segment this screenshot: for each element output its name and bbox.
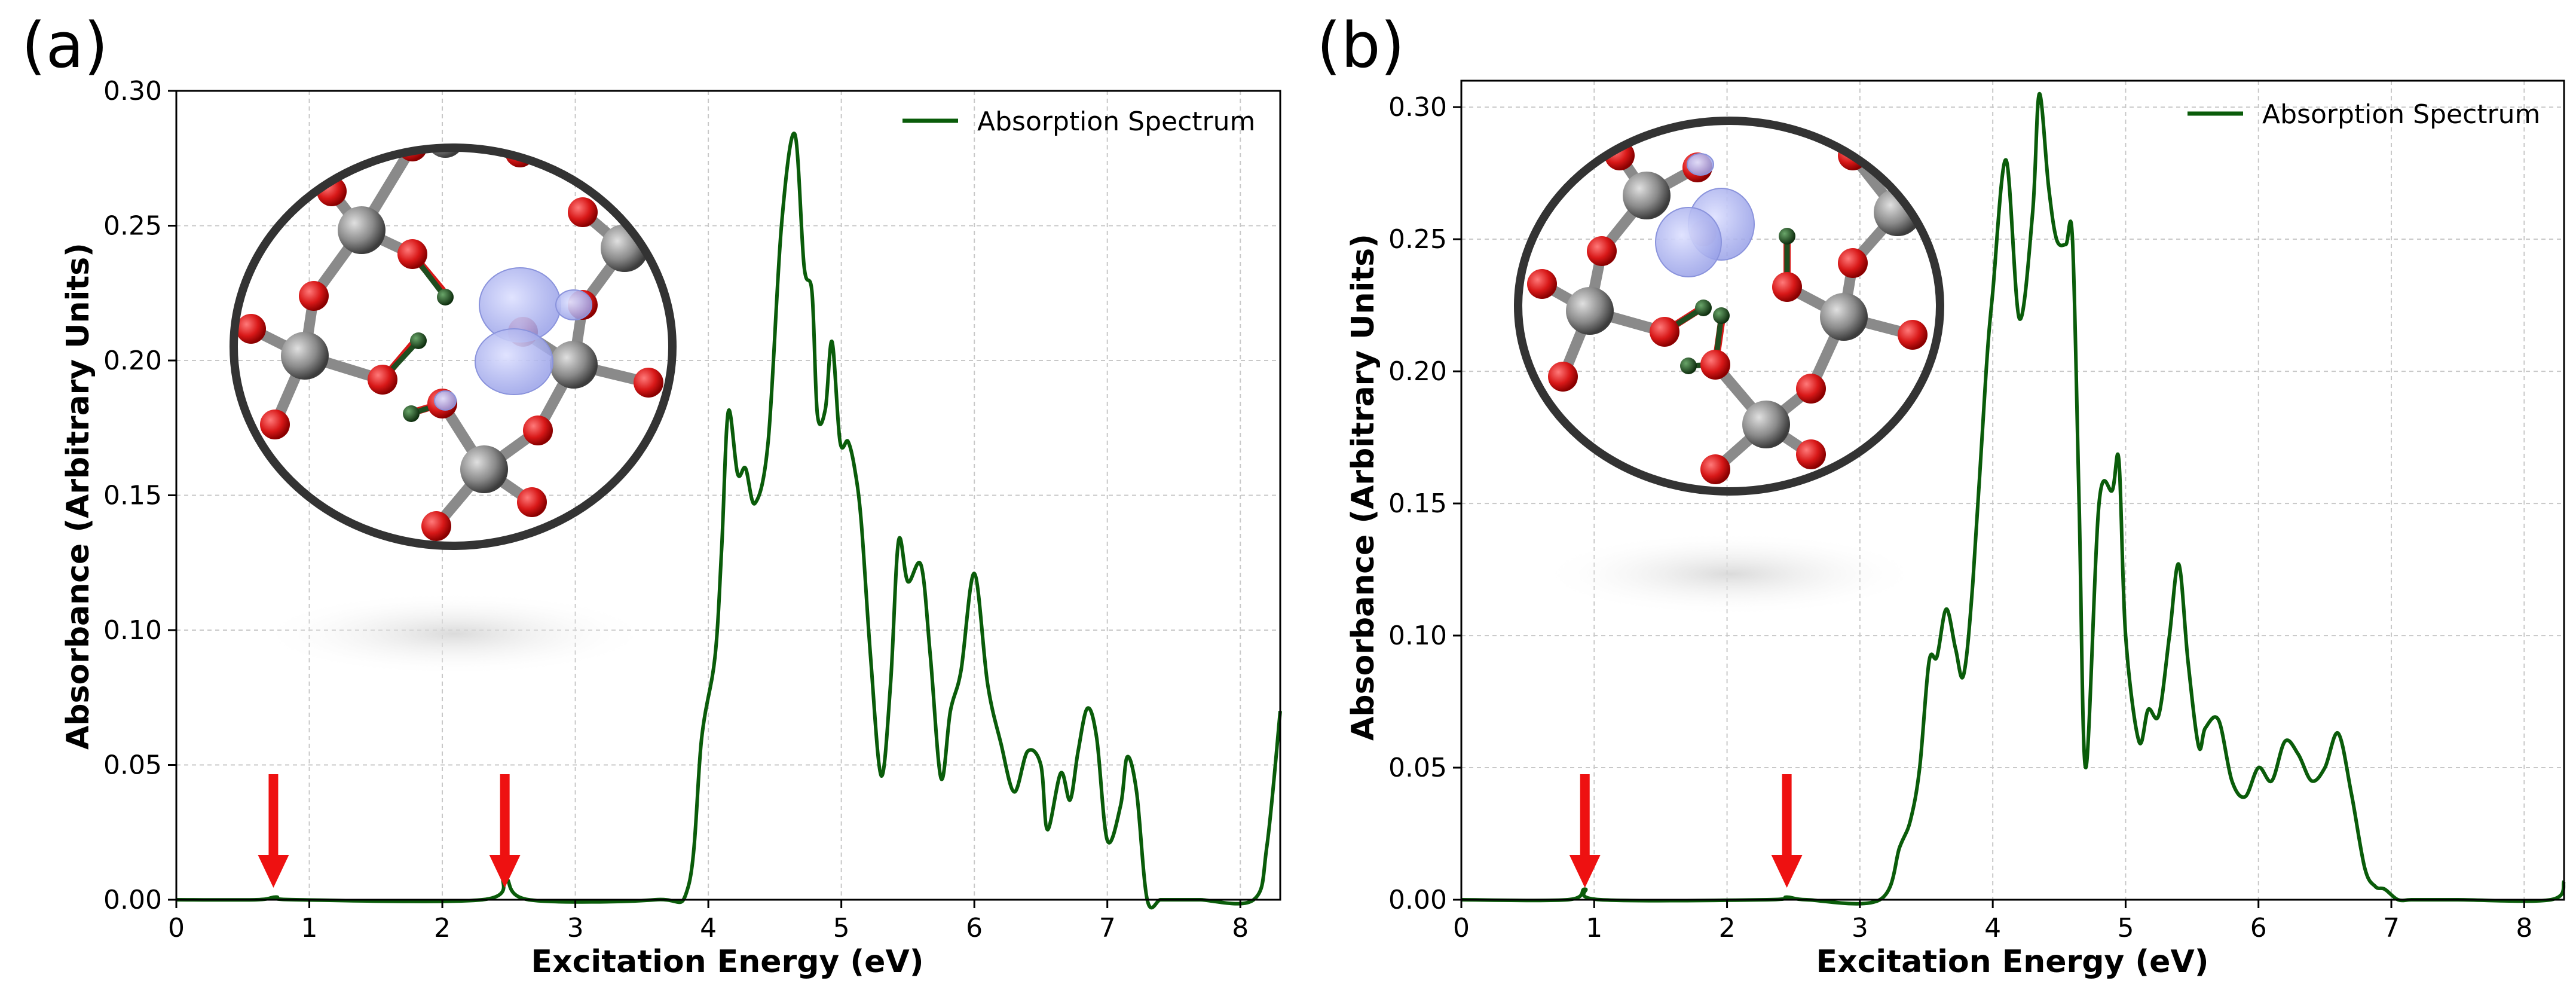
y-axis-title-a: Absorbance (Arbitrary Units) — [60, 243, 96, 750]
inset-frame-b — [1514, 117, 1944, 496]
y-tick-label: 0.30 — [103, 76, 162, 106]
x-tick-label: 4 — [700, 913, 717, 943]
x-tick-label: 7 — [2383, 913, 2400, 943]
inset-frame-a — [230, 143, 677, 550]
molecule-inset-b — [1514, 117, 1944, 616]
y-axis-title-b: Absorbance (Arbitrary Units) — [1345, 234, 1381, 741]
y-tick-label: 0.10 — [1388, 621, 1447, 651]
panel-b: (b) 0 1 2 3 4 5 6 7 8 0.00 0.05 0.10 0.15 0.20 0.25 0.3… — [1317, 9, 2566, 980]
x-tick-label: 3 — [567, 913, 584, 943]
plot-frame-b — [1460, 80, 2565, 901]
y-tick-label: 0.05 — [103, 750, 162, 781]
y-tick-label: 0.25 — [103, 211, 162, 242]
panel-label-b: (b) — [1317, 9, 1405, 82]
legend-label-a: Absorption Spectrum — [977, 106, 1255, 137]
x-tick-label: 5 — [2117, 913, 2134, 943]
x-tick-label: 0 — [168, 913, 185, 943]
x-tick-label: 1 — [301, 913, 318, 943]
x-tick-label: 7 — [1099, 913, 1116, 943]
series-line-a — [176, 132, 1282, 910]
y-tick-label: 0.15 — [1388, 488, 1447, 519]
y-tick-label: 0.20 — [1388, 356, 1447, 387]
x-tick-label: 2 — [1719, 913, 1736, 943]
plot-area-b: 0 1 2 3 4 5 6 7 8 0.00 0.05 0.10 0.15 0.20 0.25 0.30 — [1388, 80, 2566, 943]
y-tick-label: 0.20 — [103, 346, 162, 376]
y-tick-label: 0.00 — [1388, 885, 1447, 915]
x-tick-label: 4 — [1984, 913, 2001, 943]
red-arrow-marker — [489, 774, 521, 888]
legend-a: Absorption Spectrum — [902, 106, 1255, 137]
x-tick-label: 2 — [434, 913, 451, 943]
legend-label-b: Absorption Spectrum — [2262, 99, 2540, 130]
y-tick-label: 0.00 — [103, 885, 162, 915]
inset-shadow — [257, 592, 651, 676]
y-tick-label: 0.05 — [1388, 753, 1447, 783]
series-line-b — [1461, 92, 2566, 906]
x-tick-label: 0 — [1453, 913, 1470, 943]
red-arrow-marker — [1771, 774, 1803, 888]
x-tick-label: 8 — [1232, 913, 1249, 943]
x-axis-title-a: Excitation Energy (eV) — [531, 944, 924, 980]
x-axis-title-b: Excitation Energy (eV) — [1816, 944, 2209, 980]
molecule-inset-a — [230, 143, 677, 676]
panel-label-a: (a) — [22, 9, 108, 82]
red-arrow-marker — [258, 774, 289, 888]
x-tick-label: 3 — [1852, 913, 1868, 943]
molecule-structure-a — [236, 148, 666, 541]
x-tick-label: 5 — [833, 913, 850, 943]
y-tick-label: 0.10 — [103, 615, 162, 646]
x-tick-label: 6 — [2250, 913, 2267, 943]
legend-b: Absorption Spectrum — [2188, 99, 2540, 130]
inset-shadow — [1539, 532, 1922, 616]
panel-a: (a) 0 1 2 3 4 5 6 7 8 0.00 0.05 0.10 0.15 0.20 0.25 0.3… — [22, 9, 1282, 980]
x-tick-label: 8 — [2516, 913, 2532, 943]
x-tick-label: 1 — [1586, 913, 1602, 943]
red-arrow-marker — [1569, 774, 1601, 888]
y-tick-label: 0.30 — [1388, 92, 1447, 123]
y-tick-label: 0.15 — [103, 481, 162, 511]
y-tick-label: 0.25 — [1388, 224, 1447, 255]
plot-area-a: 0 1 2 3 4 5 6 7 8 0.00 0.05 0.10 0.15 0.20 0.25 0.30 — [103, 76, 1282, 943]
x-tick-label: 6 — [966, 913, 983, 943]
